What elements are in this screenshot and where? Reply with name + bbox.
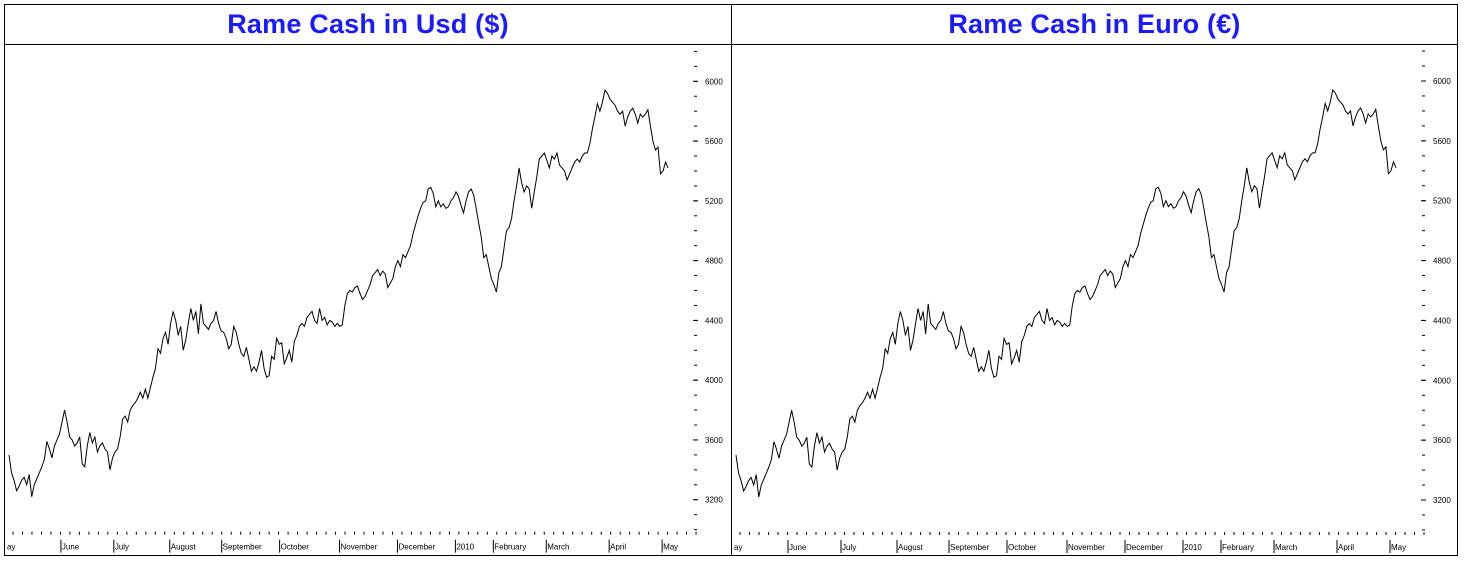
- y-tick-label: 4800: [705, 257, 723, 266]
- series-line: [735, 88, 1397, 498]
- x-tick-label: July: [115, 543, 129, 552]
- y-tick-label: 6000: [1433, 77, 1451, 86]
- y-tick-label: 4000: [1433, 376, 1451, 385]
- y-tick-label: 4400: [1433, 316, 1451, 325]
- y-tick-label: 4000: [705, 376, 723, 385]
- x-tick-label: November: [1068, 543, 1105, 552]
- x-tick-label: August: [171, 543, 197, 552]
- x-tick-label: March: [1275, 543, 1297, 552]
- x-tick-label: September: [223, 543, 262, 552]
- y-tick-label: 3600: [705, 436, 723, 445]
- y-tick-label: 6000: [705, 77, 723, 86]
- y-tick-label: 3600: [1433, 436, 1451, 445]
- x-tick-label: April: [610, 543, 626, 552]
- x-tick-label: November: [341, 543, 378, 552]
- y-tick-label: 5600: [1433, 137, 1451, 146]
- chart-title-euro: Rame Cash in Euro (€): [948, 9, 1241, 39]
- chart-title-bar: Rame Cash in Usd ($): [5, 5, 731, 45]
- x-tick-label: February: [494, 543, 526, 552]
- charts-frame: Rame Cash in Usd ($) 3200 3600 4000 4400 480…: [4, 4, 1458, 556]
- chart-panel-usd: Rame Cash in Usd ($) 3200 3600 4000 4400 480…: [5, 5, 732, 555]
- y-tick-label: 3200: [705, 496, 723, 505]
- x-tick-label: April: [1338, 543, 1354, 552]
- x-tick-label: October: [1008, 543, 1037, 552]
- x-tick-label: 2010: [1184, 543, 1202, 552]
- x-tick-label: December: [398, 543, 435, 552]
- x-tick-label: 2010: [456, 543, 474, 552]
- x-tick-label: ay: [734, 543, 742, 552]
- y-tick-label: 5600: [705, 137, 723, 146]
- chart-title-bar: Rame Cash in Euro (€): [732, 5, 1457, 45]
- line-chart-euro: 3200 3600 4000 4400 4800 5200 5600 6000 ay June Ju…: [734, 50, 1451, 553]
- x-tick-label: March: [547, 543, 569, 552]
- x-tick-label: December: [1126, 543, 1163, 552]
- y-tick-label: 5200: [705, 197, 723, 206]
- y-tick-label: 3200: [1433, 496, 1451, 505]
- y-tick-label: 4800: [1433, 257, 1451, 266]
- x-tick-label: May: [1391, 543, 1406, 552]
- x-tick-label: June: [789, 543, 807, 552]
- x-tick-label: July: [842, 543, 856, 552]
- x-tick-label: September: [950, 543, 989, 552]
- y-tick-label: 4400: [705, 316, 723, 325]
- x-tick-label: ay: [7, 543, 15, 552]
- line-chart-usd: 3200 3600 4000 4400 4800 5200 5600 6000 ay June Ju…: [7, 50, 723, 553]
- series-line: [8, 89, 669, 497]
- x-tick-label: June: [62, 543, 80, 552]
- x-tick-label: August: [898, 543, 924, 552]
- x-tick-label: October: [281, 543, 310, 552]
- x-tick-label: February: [1222, 543, 1254, 552]
- chart-panel-euro: Rame Cash in Euro (€) 3200 3600 4000 4400 48…: [732, 5, 1457, 555]
- y-tick-label: 5200: [1433, 197, 1451, 206]
- x-tick-label: May: [663, 543, 678, 552]
- chart-title-usd: Rame Cash in Usd ($): [227, 9, 509, 39]
